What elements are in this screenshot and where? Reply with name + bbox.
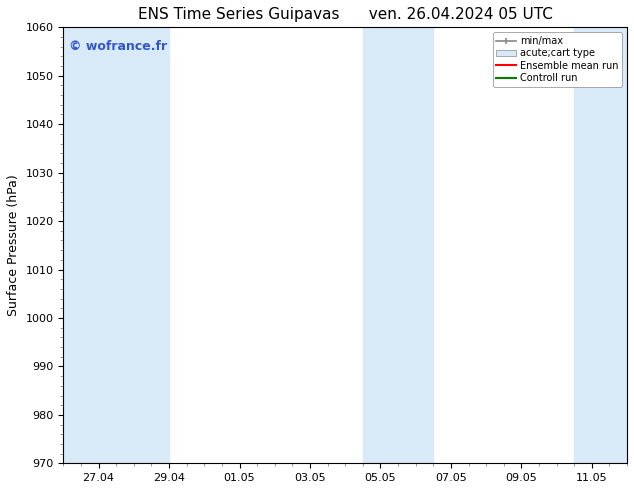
- Bar: [363, 27, 433, 464]
- Text: © wofrance.fr: © wofrance.fr: [69, 40, 167, 53]
- Bar: [63, 27, 169, 464]
- Legend: min/max, acute;cart type, Ensemble mean run, Controll run: min/max, acute;cart type, Ensemble mean …: [493, 32, 622, 87]
- Title: ENS Time Series Guipavas      ven. 26.04.2024 05 UTC: ENS Time Series Guipavas ven. 26.04.2024…: [138, 7, 553, 22]
- Bar: [574, 27, 627, 464]
- Y-axis label: Surface Pressure (hPa): Surface Pressure (hPa): [7, 174, 20, 316]
